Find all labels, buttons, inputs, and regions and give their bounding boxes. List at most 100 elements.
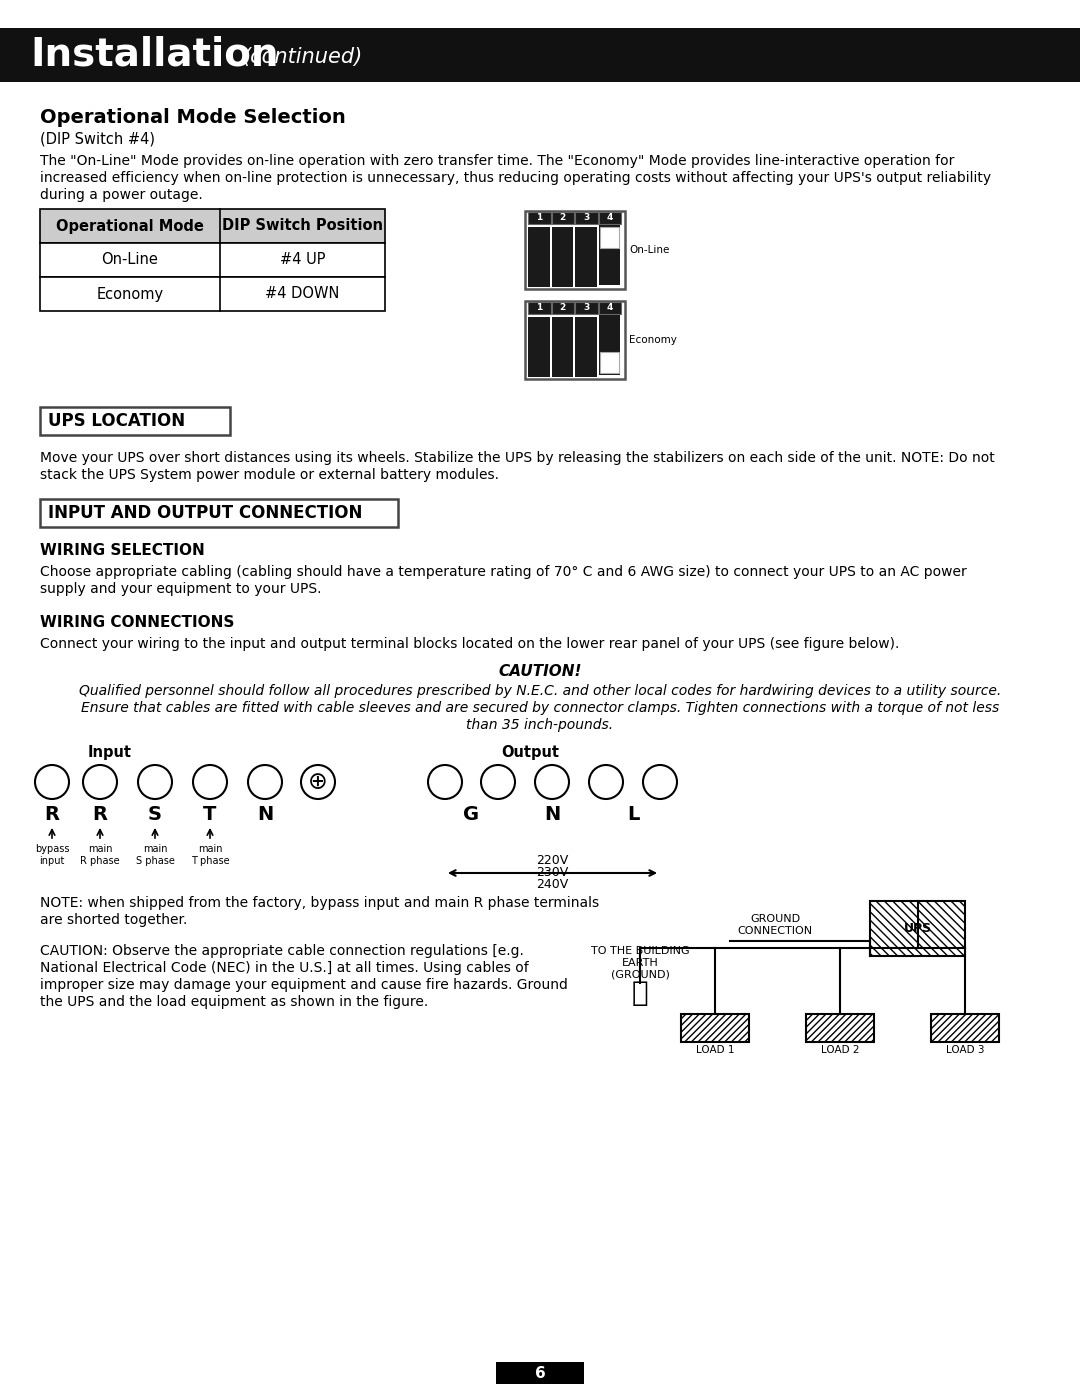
- Text: increased efficiency when on-line protection is unnecessary, thus reducing opera: increased efficiency when on-line protec…: [40, 170, 991, 184]
- Text: On-Line: On-Line: [629, 244, 670, 256]
- Text: R phase: R phase: [80, 856, 120, 866]
- Bar: [40, 210, 384, 243]
- Bar: [40, 243, 384, 277]
- Text: Economy: Economy: [629, 335, 677, 345]
- Text: Operational Mode: Operational Mode: [56, 218, 204, 233]
- Text: Choose appropriate cabling (cabling should have a temperature rating of 70° C an: Choose appropriate cabling (cabling shou…: [40, 564, 967, 578]
- Bar: [552, 226, 573, 286]
- Text: LOAD 2: LOAD 2: [821, 1045, 860, 1055]
- Bar: [528, 302, 551, 314]
- Text: R: R: [44, 805, 59, 824]
- Text: 4: 4: [607, 214, 613, 222]
- Circle shape: [589, 766, 623, 799]
- Bar: [598, 225, 620, 285]
- Circle shape: [138, 766, 172, 799]
- Text: CAUTION: Observe the appropriate cable connection regulations [e.g.: CAUTION: Observe the appropriate cable c…: [40, 944, 524, 958]
- Bar: [525, 300, 625, 379]
- Bar: [575, 302, 597, 314]
- Text: Output: Output: [501, 745, 559, 760]
- Circle shape: [643, 766, 677, 799]
- Text: R: R: [93, 805, 108, 824]
- Text: stack the UPS System power module or external battery modules.: stack the UPS System power module or ext…: [40, 468, 499, 482]
- Text: L: L: [626, 805, 639, 824]
- Text: #4 DOWN: #4 DOWN: [266, 286, 340, 302]
- Text: during a power outage.: during a power outage.: [40, 189, 203, 203]
- Text: 240V: 240V: [536, 877, 568, 891]
- Text: ⏚: ⏚: [632, 979, 648, 1007]
- Text: LOAD 1: LOAD 1: [696, 1045, 734, 1055]
- Bar: [681, 1014, 750, 1042]
- Text: T: T: [203, 805, 217, 824]
- Text: GROUND
CONNECTION: GROUND CONNECTION: [738, 914, 812, 936]
- Bar: [40, 407, 230, 434]
- Text: WIRING SELECTION: WIRING SELECTION: [40, 543, 205, 557]
- Circle shape: [193, 766, 227, 799]
- Text: N: N: [257, 805, 273, 824]
- Text: bypass: bypass: [35, 844, 69, 854]
- Bar: [806, 1014, 874, 1042]
- Text: WIRING CONNECTIONS: WIRING CONNECTIONS: [40, 615, 234, 630]
- Text: S phase: S phase: [136, 856, 175, 866]
- Text: INPUT AND OUTPUT CONNECTION: INPUT AND OUTPUT CONNECTION: [48, 504, 363, 522]
- Bar: [598, 212, 621, 224]
- Text: CAUTION!: CAUTION!: [498, 664, 582, 679]
- Bar: [575, 226, 596, 286]
- Bar: [528, 226, 550, 286]
- Text: than 35 inch-pounds.: than 35 inch-pounds.: [467, 718, 613, 732]
- Text: #4 UP: #4 UP: [280, 253, 325, 267]
- Text: Connect your wiring to the input and output terminal blocks located on the lower: Connect your wiring to the input and out…: [40, 637, 900, 651]
- Circle shape: [481, 766, 515, 799]
- Text: Economy: Economy: [96, 286, 163, 302]
- Text: 2: 2: [559, 214, 566, 222]
- Text: UPS LOCATION: UPS LOCATION: [48, 412, 185, 430]
- Bar: [528, 212, 551, 224]
- Bar: [599, 352, 619, 373]
- Bar: [528, 317, 550, 377]
- Text: TO THE BUILDING
EARTH
(GROUND): TO THE BUILDING EARTH (GROUND): [591, 946, 689, 979]
- Text: supply and your equipment to your UPS.: supply and your equipment to your UPS.: [40, 583, 322, 597]
- Circle shape: [35, 766, 69, 799]
- Text: T phase: T phase: [191, 856, 229, 866]
- Bar: [598, 314, 620, 374]
- Text: main: main: [198, 844, 222, 854]
- Text: (continued): (continued): [242, 47, 362, 67]
- Bar: [599, 226, 619, 249]
- Text: 1: 1: [536, 214, 542, 222]
- Text: Ensure that cables are fitted with cable sleeves and are secured by connector cl: Ensure that cables are fitted with cable…: [81, 701, 999, 715]
- Text: Move your UPS over short distances using its wheels. Stabilize the UPS by releas: Move your UPS over short distances using…: [40, 451, 995, 465]
- Text: G: G: [463, 805, 480, 824]
- Bar: [496, 1362, 584, 1384]
- Circle shape: [83, 766, 117, 799]
- Text: NOTE: when shipped from the factory, bypass input and main R phase terminals: NOTE: when shipped from the factory, byp…: [40, 895, 599, 909]
- Text: 1: 1: [536, 303, 542, 313]
- Text: DIP Switch Position: DIP Switch Position: [222, 218, 383, 233]
- Bar: [40, 277, 384, 312]
- Text: main: main: [143, 844, 167, 854]
- Text: 2: 2: [559, 303, 566, 313]
- Text: (DIP Switch #4): (DIP Switch #4): [40, 131, 156, 147]
- Circle shape: [301, 766, 335, 799]
- Bar: [0, 28, 1080, 82]
- Bar: [40, 499, 399, 527]
- Text: are shorted together.: are shorted together.: [40, 914, 187, 928]
- Bar: [575, 212, 597, 224]
- Bar: [552, 212, 573, 224]
- Text: S: S: [148, 805, 162, 824]
- Text: input: input: [39, 856, 65, 866]
- Text: Installation: Installation: [30, 36, 279, 74]
- Bar: [552, 317, 573, 377]
- Text: National Electrical Code (NEC) in the U.S.] at all times. Using cables of: National Electrical Code (NEC) in the U.…: [40, 961, 529, 975]
- Bar: [552, 302, 573, 314]
- Text: 230V: 230V: [536, 866, 568, 879]
- Bar: [525, 211, 625, 289]
- Circle shape: [428, 766, 462, 799]
- Text: UPS: UPS: [904, 922, 932, 935]
- Circle shape: [535, 766, 569, 799]
- Bar: [931, 1014, 999, 1042]
- Text: the UPS and the load equipment as shown in the figure.: the UPS and the load equipment as shown …: [40, 995, 429, 1009]
- Text: 6: 6: [535, 1365, 545, 1380]
- Text: Operational Mode Selection: Operational Mode Selection: [40, 108, 346, 127]
- Text: main: main: [87, 844, 112, 854]
- Text: 4: 4: [607, 303, 613, 313]
- Bar: [870, 901, 966, 956]
